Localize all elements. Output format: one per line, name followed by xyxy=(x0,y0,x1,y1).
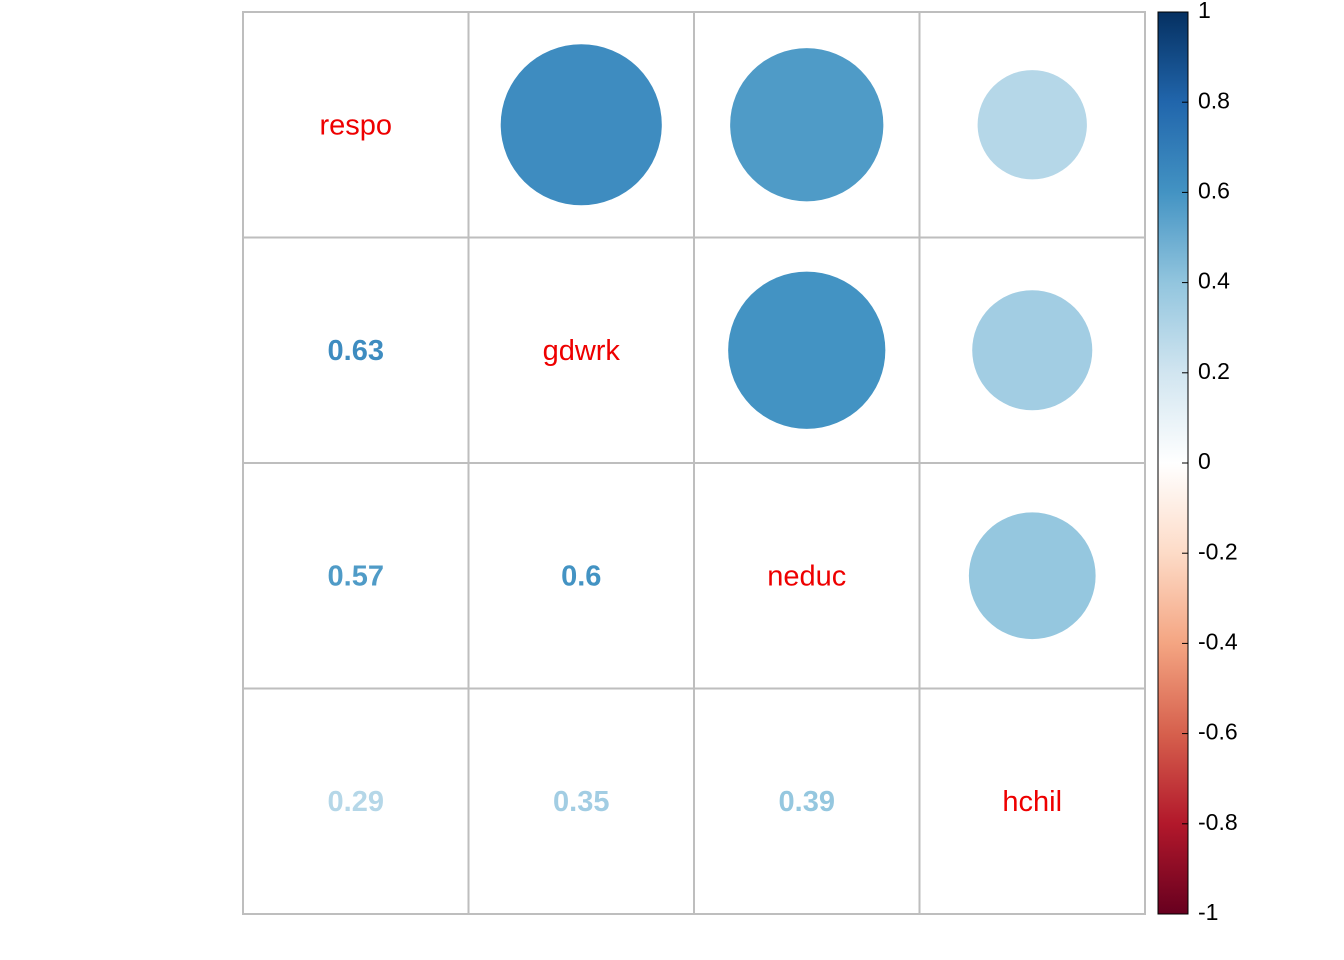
grid-cell xyxy=(242,236,470,464)
correlation-circle-respo-hchil xyxy=(977,70,1087,180)
grid-cell xyxy=(467,462,695,690)
coefficient-label: 0.63 xyxy=(328,335,384,367)
grid-cell xyxy=(693,687,921,915)
colorbar-tick-label: -1 xyxy=(1198,899,1218,925)
colorbar-tick-label: 0.8 xyxy=(1198,87,1230,113)
grid-cell xyxy=(467,236,695,464)
grid-cell xyxy=(242,11,470,239)
coefficient-label: 0.35 xyxy=(553,786,609,818)
variable-label-neduc: neduc xyxy=(767,560,846,592)
correlation-circle-respo-neduc xyxy=(730,48,884,202)
colorbar-tick-label: 0.2 xyxy=(1198,358,1230,384)
colorbar-tick-label: -0.2 xyxy=(1198,538,1238,564)
circle-layer xyxy=(500,44,1096,640)
grid-cell xyxy=(242,687,470,915)
coefficient-label: 0.29 xyxy=(328,786,384,818)
variable-label-hchil: hchil xyxy=(1002,786,1062,818)
coefficient-labels: 0.63 0.57 0.6 0.29 0.35 0.39 xyxy=(328,335,835,818)
grid-cell xyxy=(467,687,695,915)
correlation-circle-respo-gdwrk xyxy=(500,44,662,206)
colorbar-tick-label: 1 xyxy=(1198,0,1211,23)
colorbar-tick-label: -0.6 xyxy=(1198,719,1238,745)
coefficient-label: 0.39 xyxy=(779,786,835,818)
diagonal-labels: respo gdwrk neduc hchil xyxy=(319,109,1062,818)
coefficient-label: 0.57 xyxy=(328,560,384,592)
variable-label-gdwrk: gdwrk xyxy=(543,335,621,367)
colorbar-tick-label: -0.4 xyxy=(1198,628,1238,654)
colorbar-tick-label: 0.4 xyxy=(1198,268,1230,294)
colorbar: 1 0.8 0.6 0.4 0.2 0 -0.2 -0.4 -0.6 -0.8 -1 xyxy=(1157,0,1238,925)
correlation-circle-neduc-hchil xyxy=(968,512,1096,640)
variable-label-respo: respo xyxy=(319,109,392,141)
correlation-circle-gdwrk-neduc xyxy=(728,271,886,429)
colorbar-tick-label: 0.6 xyxy=(1198,177,1230,203)
coefficient-label: 0.6 xyxy=(561,560,601,592)
colorbar-tick-label: 0 xyxy=(1198,448,1211,474)
colorbar-tick-label: -0.8 xyxy=(1198,809,1238,835)
grid-cell xyxy=(918,687,1146,915)
correlation-circle-gdwrk-hchil xyxy=(972,290,1093,411)
